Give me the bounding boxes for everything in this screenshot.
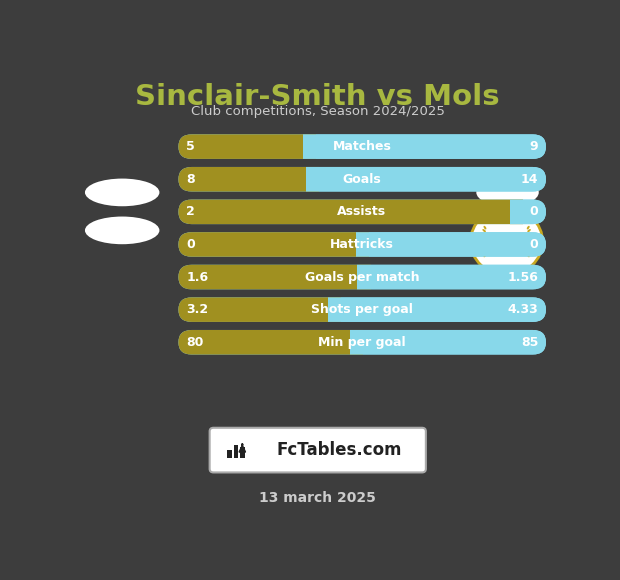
Ellipse shape bbox=[484, 226, 487, 230]
Ellipse shape bbox=[476, 179, 539, 206]
Ellipse shape bbox=[85, 179, 159, 206]
FancyBboxPatch shape bbox=[179, 330, 546, 354]
FancyBboxPatch shape bbox=[210, 428, 426, 473]
Text: 0: 0 bbox=[529, 238, 538, 251]
Ellipse shape bbox=[85, 216, 159, 244]
Text: Goals: Goals bbox=[343, 173, 381, 186]
FancyBboxPatch shape bbox=[179, 167, 546, 191]
FancyBboxPatch shape bbox=[179, 135, 546, 159]
Ellipse shape bbox=[482, 233, 485, 236]
Ellipse shape bbox=[482, 251, 486, 254]
Ellipse shape bbox=[482, 229, 486, 232]
Text: 0: 0 bbox=[186, 238, 195, 251]
FancyBboxPatch shape bbox=[179, 330, 546, 354]
Ellipse shape bbox=[528, 247, 532, 250]
Text: Hattricks: Hattricks bbox=[330, 238, 394, 251]
Text: 8: 8 bbox=[186, 173, 195, 186]
Text: Goals per match: Goals per match bbox=[304, 270, 419, 284]
Text: Shots per goal: Shots per goal bbox=[311, 303, 413, 316]
Ellipse shape bbox=[482, 247, 485, 250]
Ellipse shape bbox=[528, 243, 532, 245]
Text: 13 march 2025: 13 march 2025 bbox=[259, 491, 376, 505]
FancyBboxPatch shape bbox=[179, 298, 546, 322]
Text: 2: 2 bbox=[186, 205, 195, 218]
FancyBboxPatch shape bbox=[179, 135, 546, 159]
FancyBboxPatch shape bbox=[179, 298, 546, 322]
Text: Min per goal: Min per goal bbox=[318, 336, 405, 349]
Text: 85: 85 bbox=[521, 336, 538, 349]
Circle shape bbox=[471, 208, 542, 275]
Text: 1.6: 1.6 bbox=[186, 270, 208, 284]
FancyBboxPatch shape bbox=[179, 167, 546, 191]
Text: 5: 5 bbox=[186, 140, 195, 153]
Ellipse shape bbox=[527, 253, 529, 258]
Bar bbox=[240, 447, 245, 458]
Text: Sinclair-Smith vs Mols: Sinclair-Smith vs Mols bbox=[135, 83, 500, 111]
Bar bbox=[234, 445, 239, 458]
Text: 3.2: 3.2 bbox=[186, 303, 208, 316]
Text: 9: 9 bbox=[529, 140, 538, 153]
Ellipse shape bbox=[527, 251, 531, 254]
FancyBboxPatch shape bbox=[179, 135, 546, 159]
FancyBboxPatch shape bbox=[179, 264, 546, 289]
FancyBboxPatch shape bbox=[179, 264, 546, 289]
Ellipse shape bbox=[528, 233, 532, 236]
Text: 0: 0 bbox=[529, 205, 538, 218]
FancyBboxPatch shape bbox=[179, 200, 546, 224]
Text: FcTables.com: FcTables.com bbox=[277, 441, 402, 459]
FancyBboxPatch shape bbox=[179, 264, 546, 289]
FancyBboxPatch shape bbox=[179, 232, 546, 257]
FancyBboxPatch shape bbox=[179, 232, 546, 257]
Ellipse shape bbox=[527, 226, 529, 230]
Bar bbox=[228, 450, 232, 458]
FancyBboxPatch shape bbox=[179, 330, 546, 354]
Text: 14: 14 bbox=[521, 173, 538, 186]
Text: 1.56: 1.56 bbox=[507, 270, 538, 284]
FancyBboxPatch shape bbox=[179, 200, 546, 224]
Text: Club competitions, Season 2024/2025: Club competitions, Season 2024/2025 bbox=[191, 106, 445, 118]
Text: Assists: Assists bbox=[337, 205, 386, 218]
Text: Matches: Matches bbox=[332, 140, 391, 153]
Text: 80: 80 bbox=[186, 336, 203, 349]
Ellipse shape bbox=[484, 253, 487, 258]
FancyBboxPatch shape bbox=[179, 232, 546, 257]
Ellipse shape bbox=[528, 238, 532, 240]
FancyBboxPatch shape bbox=[179, 200, 546, 224]
Text: 4.33: 4.33 bbox=[508, 303, 538, 316]
Ellipse shape bbox=[481, 243, 485, 245]
Ellipse shape bbox=[481, 238, 485, 240]
FancyBboxPatch shape bbox=[179, 298, 546, 322]
FancyBboxPatch shape bbox=[179, 167, 546, 191]
Ellipse shape bbox=[527, 229, 531, 232]
